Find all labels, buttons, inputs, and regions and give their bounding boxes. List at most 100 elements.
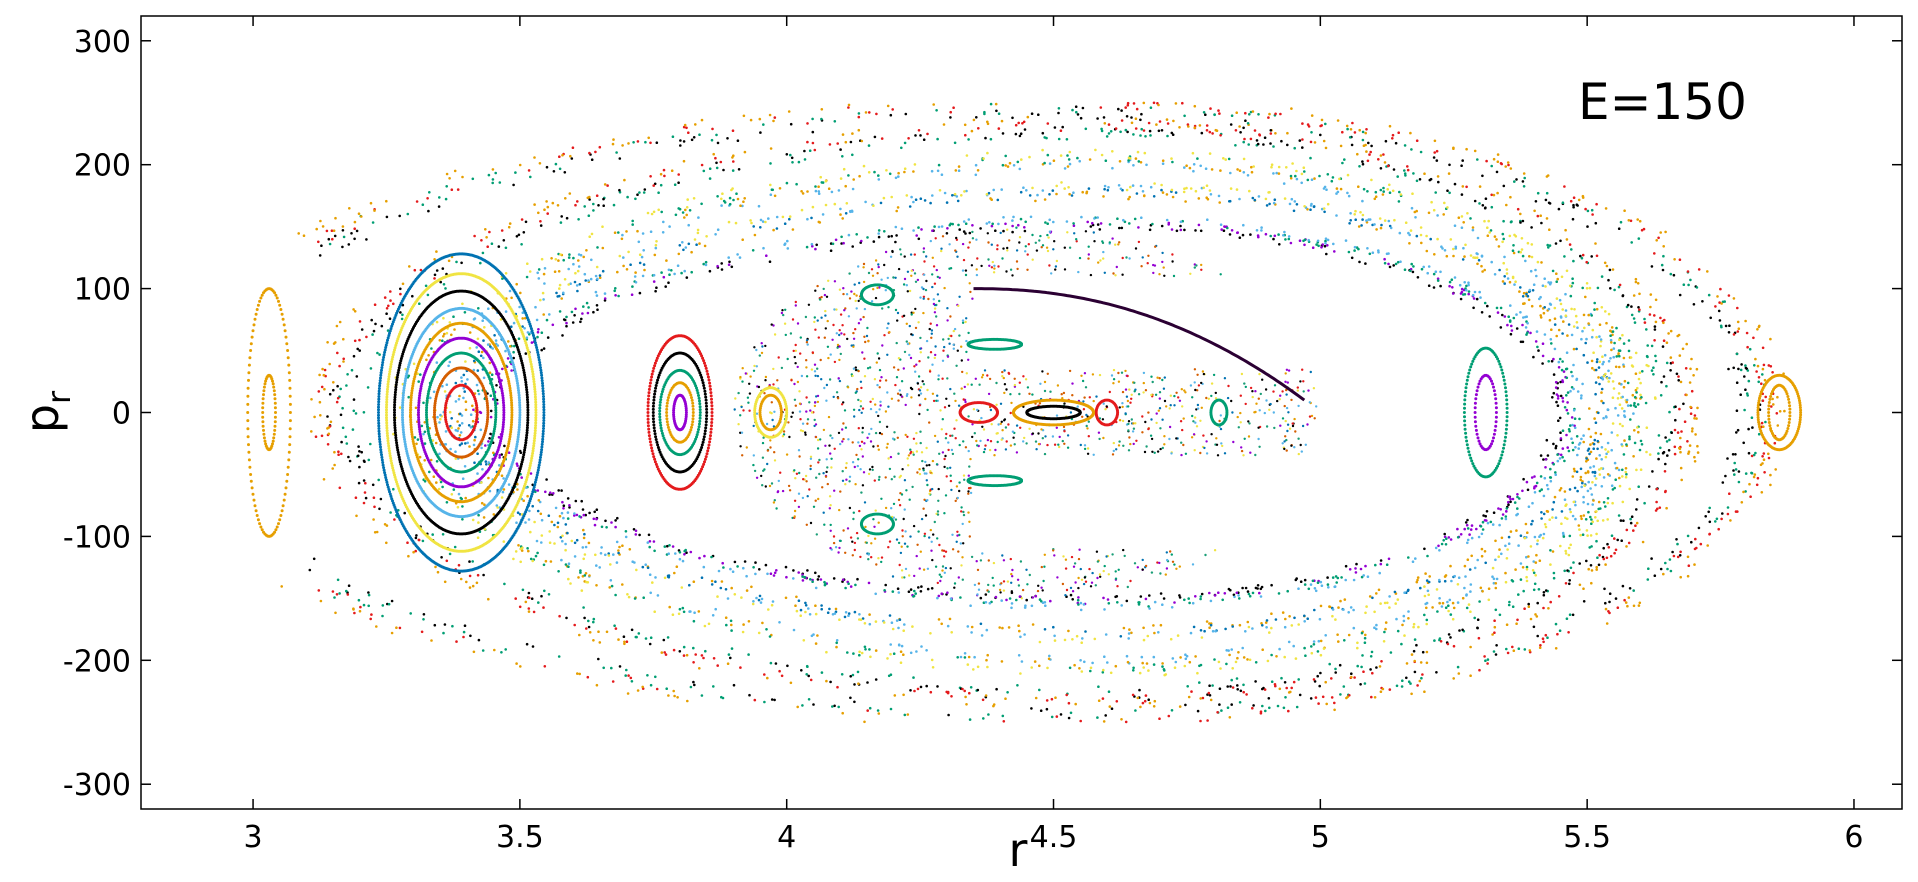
data-point xyxy=(377,478,381,482)
data-point xyxy=(685,126,688,130)
data-point xyxy=(1199,629,1203,632)
data-point xyxy=(1058,435,1061,439)
data-point xyxy=(1237,594,1240,597)
data-point xyxy=(1637,377,1641,381)
data-point xyxy=(1120,604,1123,607)
data-point xyxy=(1270,612,1273,615)
data-point xyxy=(994,102,998,106)
data-point xyxy=(1499,306,1503,310)
data-point xyxy=(1290,107,1293,110)
data-point xyxy=(1359,211,1362,214)
data-point xyxy=(1018,629,1021,633)
data-point xyxy=(560,558,563,562)
data-point xyxy=(1218,687,1222,690)
data-point xyxy=(1560,510,1564,513)
data-point xyxy=(877,235,881,239)
data-point xyxy=(819,578,823,581)
data-point xyxy=(888,614,892,617)
data-point xyxy=(743,150,747,154)
data-point xyxy=(1523,536,1527,540)
data-point xyxy=(480,446,483,450)
data-point xyxy=(997,127,1001,130)
data-point xyxy=(635,635,638,639)
data-point xyxy=(1519,534,1523,537)
data-point xyxy=(1183,598,1186,602)
data-point xyxy=(1061,125,1064,129)
data-point xyxy=(1316,581,1320,584)
data-point xyxy=(1126,101,1130,105)
data-point xyxy=(1488,231,1491,234)
data-point xyxy=(1717,527,1720,531)
data-point xyxy=(1277,592,1281,595)
data-point xyxy=(1152,195,1156,198)
data-point xyxy=(1345,124,1349,128)
data-point xyxy=(729,619,733,623)
data-point xyxy=(1381,687,1385,691)
data-point xyxy=(1242,683,1245,687)
data-point xyxy=(583,553,587,556)
data-point xyxy=(1135,107,1139,111)
data-point xyxy=(1516,495,1519,499)
data-point xyxy=(1117,184,1121,187)
data-point xyxy=(1508,319,1512,322)
data-point xyxy=(1666,454,1669,457)
data-point xyxy=(1609,334,1612,338)
data-point xyxy=(422,618,425,621)
data-point xyxy=(1238,597,1241,600)
data-point xyxy=(553,542,556,545)
data-point xyxy=(1549,563,1552,566)
data-point xyxy=(655,286,658,290)
data-point xyxy=(1501,513,1505,516)
data-point xyxy=(463,465,467,468)
data-point xyxy=(1391,137,1394,140)
data-point xyxy=(611,142,615,146)
data-point xyxy=(1449,613,1453,616)
data-point xyxy=(1601,377,1605,381)
data-point xyxy=(1142,638,1146,642)
data-point xyxy=(1616,434,1619,437)
data-point xyxy=(1331,576,1335,579)
data-point xyxy=(981,698,985,702)
data-point xyxy=(415,442,418,446)
data-point xyxy=(1406,589,1410,592)
data-point xyxy=(1658,506,1662,510)
data-point xyxy=(617,231,620,234)
data-point xyxy=(1613,537,1616,540)
data-point xyxy=(529,472,533,475)
data-point xyxy=(1494,586,1498,590)
data-point xyxy=(543,665,547,668)
data-point xyxy=(1409,131,1412,135)
data-point xyxy=(1549,479,1553,483)
data-point xyxy=(1379,188,1383,192)
data-point xyxy=(1590,335,1594,339)
data-point xyxy=(1624,475,1628,479)
data-point xyxy=(1476,252,1479,256)
data-point xyxy=(1122,626,1126,630)
data-point xyxy=(1358,128,1361,132)
data-point xyxy=(1653,325,1657,328)
data-point xyxy=(1415,209,1418,213)
data-point xyxy=(498,453,502,457)
data-point xyxy=(1477,535,1481,539)
data-point xyxy=(527,610,531,613)
data-point xyxy=(1653,339,1656,342)
data-point xyxy=(1124,106,1127,109)
data-point xyxy=(1681,347,1685,351)
data-point xyxy=(1164,673,1168,676)
data-point xyxy=(483,503,486,507)
data-point xyxy=(1115,700,1119,703)
data-point xyxy=(607,552,610,555)
data-point xyxy=(801,579,805,582)
data-point xyxy=(1551,269,1555,273)
data-point xyxy=(1330,696,1334,699)
data-point xyxy=(318,373,321,377)
data-point xyxy=(1377,158,1380,161)
data-point xyxy=(602,666,605,670)
data-point xyxy=(700,694,704,697)
data-point xyxy=(1126,130,1129,134)
data-point xyxy=(680,586,684,589)
data-point xyxy=(1657,457,1660,461)
data-point xyxy=(1664,436,1667,439)
data-point xyxy=(473,234,476,238)
data-point xyxy=(579,571,582,574)
